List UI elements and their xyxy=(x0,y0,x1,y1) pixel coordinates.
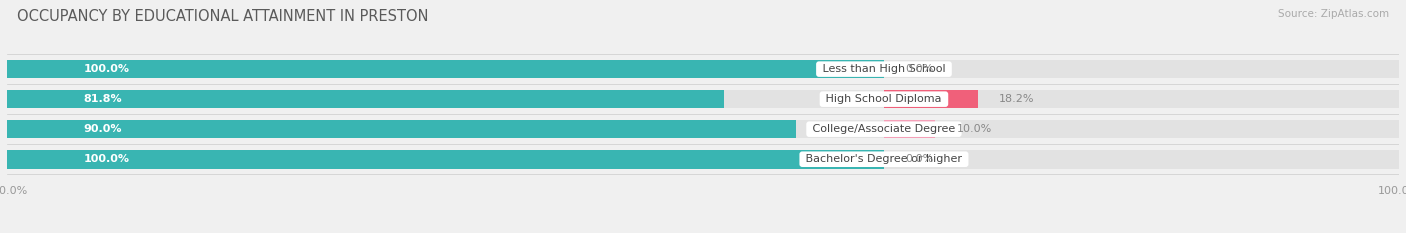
Bar xyxy=(884,90,977,109)
Bar xyxy=(884,120,935,138)
Bar xyxy=(7,60,1399,79)
Bar xyxy=(7,150,1399,168)
Text: 81.8%: 81.8% xyxy=(83,94,122,104)
Bar xyxy=(7,150,884,168)
Bar xyxy=(7,60,884,79)
Text: 100.0%: 100.0% xyxy=(83,64,129,74)
Text: 10.0%: 10.0% xyxy=(956,124,991,134)
Text: 100.0%: 100.0% xyxy=(83,154,129,164)
Text: Source: ZipAtlas.com: Source: ZipAtlas.com xyxy=(1278,9,1389,19)
Text: OCCUPANCY BY EDUCATIONAL ATTAINMENT IN PRESTON: OCCUPANCY BY EDUCATIONAL ATTAINMENT IN P… xyxy=(17,9,429,24)
Text: 0.0%: 0.0% xyxy=(905,154,934,164)
Text: Bachelor's Degree or higher: Bachelor's Degree or higher xyxy=(803,154,966,164)
Bar xyxy=(7,90,724,109)
Bar xyxy=(7,90,1399,109)
Text: 0.0%: 0.0% xyxy=(905,64,934,74)
Bar xyxy=(7,120,1399,138)
Text: 90.0%: 90.0% xyxy=(83,124,122,134)
Text: 18.2%: 18.2% xyxy=(998,94,1033,104)
Legend: Owner-occupied, Renter-occupied: Owner-occupied, Renter-occupied xyxy=(583,231,823,233)
Text: High School Diploma: High School Diploma xyxy=(823,94,945,104)
Text: Less than High School: Less than High School xyxy=(818,64,949,74)
Bar xyxy=(7,120,796,138)
Text: College/Associate Degree: College/Associate Degree xyxy=(808,124,959,134)
